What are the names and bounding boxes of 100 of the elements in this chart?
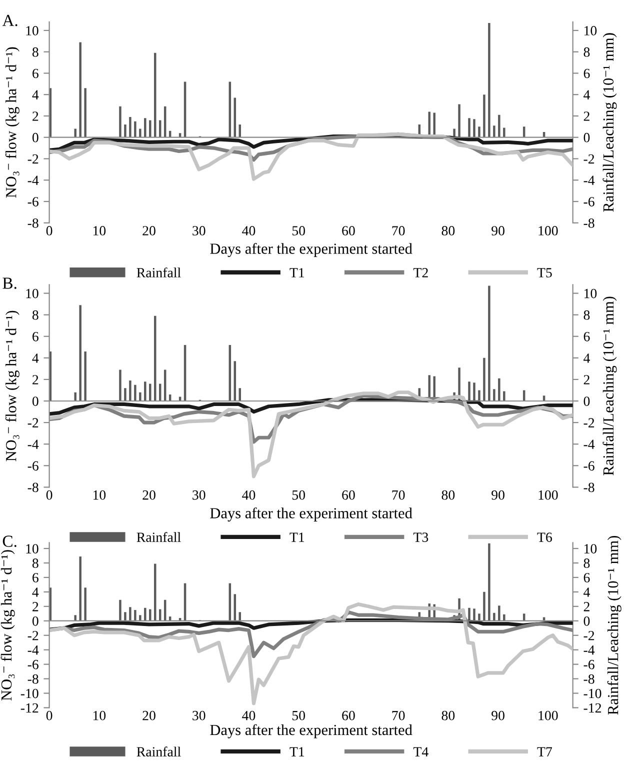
y-tick-label: 8 — [32, 47, 38, 57]
x-tick-label: 80 — [442, 490, 455, 500]
x-tick-label: 40 — [242, 710, 256, 720]
y2-tick-label: -10 — [584, 688, 602, 698]
x-tick-label: 10 — [93, 226, 106, 236]
y-tick-label: -10 — [20, 688, 38, 698]
x-tick-label: 40 — [242, 226, 256, 236]
y2-axis-title: Rainfall/Leaching (10⁻¹ mm) — [602, 33, 617, 212]
x-tick-label: 20 — [142, 710, 156, 720]
x-tick-label: 30 — [192, 710, 206, 720]
x-tick-label: 20 — [142, 490, 156, 500]
y-tick-label: -2 — [28, 630, 38, 640]
y-tick-label: 4 — [32, 90, 39, 100]
y-tick-label: -8 — [28, 482, 38, 492]
y-tick-label: 2 — [32, 112, 38, 121]
x-tick-label: 60 — [342, 226, 355, 236]
y-tick-label: 6 — [32, 332, 38, 342]
y2-tick-label: -8 — [584, 674, 594, 684]
y2-tick-label: -2 — [584, 630, 594, 640]
y2-tick-label: 10 — [584, 288, 597, 298]
x-tick-label: 70 — [392, 710, 405, 720]
y-tick-label: -2 — [28, 418, 38, 428]
legend-label: T7 — [537, 747, 552, 756]
y-tick-label: -6 — [28, 461, 38, 471]
y-tick-label: -4 — [28, 645, 39, 655]
y-tick-label: 0 — [32, 616, 38, 626]
y2-tick-label: 0 — [584, 616, 590, 626]
x-tick-label: 100 — [538, 490, 558, 500]
y2-axis-title: Rainfall/Leaching (10⁻¹ mm) — [607, 536, 622, 715]
legend-label: Rainfall — [136, 746, 181, 756]
text: B. — [2, 278, 16, 289]
x-tick-label: 90 — [492, 490, 504, 500]
y2-axis-title: Rainfall/Leaching (10⁻¹ mm) — [602, 296, 617, 476]
y2-tick-label: -4 — [584, 440, 595, 449]
y-tick-label: -4 — [28, 440, 39, 449]
y-tick-label: -4 — [28, 176, 39, 185]
y-tick-label: 10 — [26, 288, 38, 298]
x-tick-label: 10 — [93, 710, 106, 720]
y-tick-label: 6 — [32, 68, 38, 78]
x-tick-label: 40 — [242, 490, 256, 500]
y2-tick-label: -6 — [584, 660, 594, 670]
x-tick-label: 60 — [342, 710, 355, 720]
x-tick-label: 20 — [142, 226, 156, 236]
y-tick-label: 0 — [32, 132, 38, 142]
x-tick-label: 80 — [442, 710, 455, 720]
y-tick-label: 2 — [32, 602, 38, 612]
y2-tick-label: -6 — [584, 197, 594, 206]
x-tick-label: 50 — [292, 226, 306, 236]
y2-tick-label: -8 — [584, 218, 594, 228]
y2-tick-label: -4 — [584, 176, 595, 185]
y2-tick-label: 6 — [584, 573, 590, 582]
y2-tick-label: -8 — [584, 482, 594, 492]
legend-label: T1 — [290, 747, 304, 756]
legend-label: Rainfall — [136, 267, 181, 278]
legend-label: T3 — [413, 532, 428, 542]
y2-tick-label: 8 — [584, 47, 590, 57]
y2-tick-label: -12 — [584, 703, 601, 713]
y-axis-title: NO₃⁻ flow (kg ha⁻¹ d⁻¹) — [5, 47, 20, 198]
y2-tick-label: 10 — [584, 544, 597, 554]
y2-tick-label: -6 — [584, 461, 594, 471]
x-axis-title: Days after the experiment started — [210, 242, 412, 258]
y2-tick-label: 4 — [584, 588, 590, 597]
y-tick-label: -6 — [28, 660, 38, 670]
y-tick-label: 6 — [32, 573, 38, 582]
x-tick-label: 90 — [492, 226, 504, 236]
x-tick-label: 30 — [192, 226, 206, 236]
y-axis-title: NO₃⁻ flow (kg ha⁻¹ d⁻¹) — [5, 310, 20, 462]
y2-tick-label: 6 — [584, 68, 590, 78]
legend-label: T4 — [413, 747, 428, 756]
x-tick-label: 70 — [392, 490, 405, 500]
y2-tick-label: -2 — [584, 418, 594, 428]
y-tick-label: 4 — [32, 354, 39, 363]
y-tick-label: 10 — [26, 544, 38, 554]
x-axis-title: Days after the experiment started — [210, 724, 412, 738]
y2-tick-label: 4 — [584, 354, 590, 363]
x-tick-label: 50 — [292, 490, 306, 500]
x-tick-label: 60 — [342, 490, 355, 500]
legend-label: T1 — [290, 268, 304, 278]
x-tick-label: 10 — [93, 490, 106, 500]
x-tick-label: 90 — [492, 710, 504, 720]
legend-label: T6 — [537, 532, 552, 542]
y-tick-label: 2 — [32, 375, 38, 384]
y-tick-label: 8 — [32, 558, 38, 568]
x-tick-label: 0 — [46, 226, 52, 236]
y-tick-label: -2 — [28, 154, 38, 164]
x-tick-label: 30 — [192, 490, 206, 500]
y2-tick-label: 2 — [584, 602, 590, 612]
y-tick-label: -12 — [20, 703, 38, 713]
x-axis-title: Days after the experiment started — [210, 507, 412, 522]
y2-tick-label: 8 — [584, 558, 590, 568]
y2-tick-label: 6 — [584, 332, 590, 342]
y2-tick-label: 10 — [584, 26, 597, 36]
legend-label: Rainfall — [136, 532, 181, 542]
y2-tick-label: 2 — [584, 375, 590, 384]
y2-tick-label: -4 — [584, 645, 595, 655]
y-axis-title: NO₃⁻ flow (kg ha⁻¹ d⁻¹) — [0, 550, 15, 701]
y-tick-label: -6 — [28, 197, 38, 206]
y2-tick-label: 8 — [584, 310, 590, 320]
y2-tick-label: 0 — [584, 132, 590, 142]
x-tick-label: 0 — [46, 710, 52, 720]
